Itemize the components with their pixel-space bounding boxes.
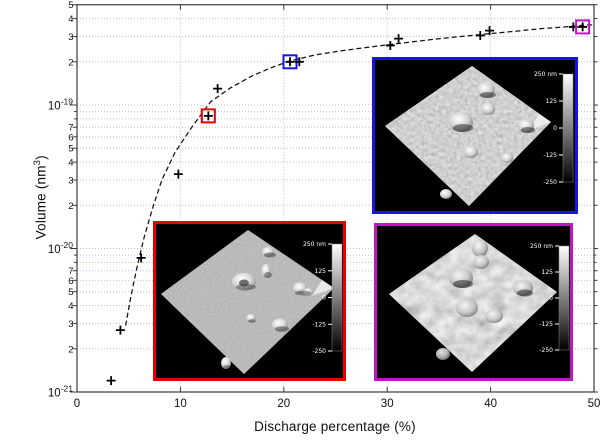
colorbar-label: 0 bbox=[549, 295, 553, 302]
colorbar-label: 0 bbox=[553, 125, 557, 132]
colorbar-max-label: 250 nm bbox=[303, 241, 326, 248]
highlight-box-red bbox=[200, 108, 216, 124]
data-point-marker bbox=[394, 34, 404, 44]
y-minor-tick-label: 6 bbox=[68, 132, 73, 143]
y-minor-tick-label: 5 bbox=[68, 0, 73, 11]
data-point-marker bbox=[485, 26, 495, 36]
inset-afm-magenta: 250 nm 125 0 -125 -250 bbox=[374, 223, 573, 381]
data-points bbox=[106, 19, 591, 386]
x-tick-label: 0 bbox=[74, 398, 80, 410]
fit-curve bbox=[124, 24, 595, 326]
y-minor-tick-label: 2 bbox=[68, 57, 73, 68]
y-minor-tick-label: 5 bbox=[68, 144, 73, 155]
afm-3d-image-magenta: 250 nm 125 0 -125 -250 bbox=[377, 226, 570, 378]
colorbar: 250 nm 125 0 -125 -250 bbox=[534, 71, 574, 186]
y-minor-tick-label: 2 bbox=[68, 201, 73, 212]
colorbar-label: 125 bbox=[546, 98, 558, 105]
colorbar-label: -125 bbox=[539, 321, 553, 328]
colorbar-min-label: -250 bbox=[312, 348, 326, 355]
afm-3d-image-red: 250 nm 125 0 -125 -250 bbox=[156, 224, 343, 378]
afm-surface bbox=[161, 230, 334, 374]
data-point-marker bbox=[285, 57, 295, 67]
inset-afm-blue: 250 nm 125 0 -125 -250 bbox=[372, 57, 578, 214]
y-axis-title: Volume (nm3) bbox=[31, 155, 49, 240]
y-minor-tick-label: 5 bbox=[68, 287, 73, 298]
highlight-box-magenta bbox=[575, 19, 591, 35]
colorbar-label: -125 bbox=[543, 152, 557, 159]
data-point-marker bbox=[475, 31, 485, 41]
y-major-tick-label: 10-20 bbox=[48, 240, 73, 256]
afm-3d-image-blue: 250 nm 125 0 -125 -250 bbox=[375, 60, 575, 211]
x-tick-label: 10 bbox=[174, 398, 187, 410]
colorbar-min-label: -250 bbox=[539, 347, 553, 354]
y-minor-tick-label: 3 bbox=[68, 319, 73, 330]
x-tick-label: 20 bbox=[277, 398, 290, 410]
y-minor-tick-label: 2 bbox=[68, 344, 73, 355]
y-minor-tick-label: 4 bbox=[68, 14, 73, 25]
data-point-marker bbox=[385, 40, 395, 50]
data-point-marker bbox=[294, 57, 304, 67]
y-minor-tick-label: 4 bbox=[68, 158, 73, 169]
colorbar-max-label: 250 nm bbox=[534, 71, 557, 78]
afm-surface bbox=[389, 234, 557, 372]
afm-surface bbox=[385, 66, 551, 206]
y-minor-tick-label: 7 bbox=[68, 123, 73, 134]
y-minor-tick-label: 6 bbox=[68, 276, 73, 287]
y-major-tick-label: 10-21 bbox=[48, 384, 73, 400]
data-point-marker bbox=[203, 111, 213, 121]
colorbar-max-label: 250 nm bbox=[530, 243, 553, 250]
colorbar-min-label: -250 bbox=[543, 179, 557, 186]
y-minor-tick-label: 3 bbox=[68, 176, 73, 187]
colorbar-label: -125 bbox=[312, 321, 326, 328]
colorbar-label: 125 bbox=[542, 269, 554, 276]
y-minor-tick-label: 7 bbox=[68, 266, 73, 277]
data-point-marker bbox=[115, 325, 125, 335]
plot-frame bbox=[76, 4, 595, 393]
colorbar-label: 125 bbox=[315, 268, 327, 275]
data-point-marker bbox=[173, 169, 183, 179]
x-axis-title: Discharge percentage (%) bbox=[254, 419, 416, 434]
data-point-marker bbox=[136, 253, 146, 263]
x-tick-label: 50 bbox=[588, 398, 600, 410]
inset-afm-red: 250 nm 125 0 -125 -250 bbox=[153, 221, 346, 381]
colorbar: 250 nm 125 0 -125 -250 bbox=[303, 241, 343, 355]
y-minor-tick-label: 3 bbox=[68, 32, 73, 43]
x-tick-label: 30 bbox=[381, 398, 394, 410]
data-point-marker bbox=[106, 376, 116, 386]
x-axis-labels: 0 10 20 30 40 50 bbox=[74, 398, 600, 410]
y-minor-tick-label: 4 bbox=[68, 301, 73, 312]
colorbar-label: 0 bbox=[322, 295, 326, 302]
x-tick-label: 40 bbox=[484, 398, 497, 410]
y-major-tick-label: 10-19 bbox=[48, 97, 73, 113]
colorbar: 250 nm 125 0 -125 -250 bbox=[530, 243, 570, 354]
data-point-marker bbox=[578, 22, 588, 32]
axis-ticks bbox=[70, 4, 598, 393]
data-point-marker bbox=[213, 84, 223, 94]
